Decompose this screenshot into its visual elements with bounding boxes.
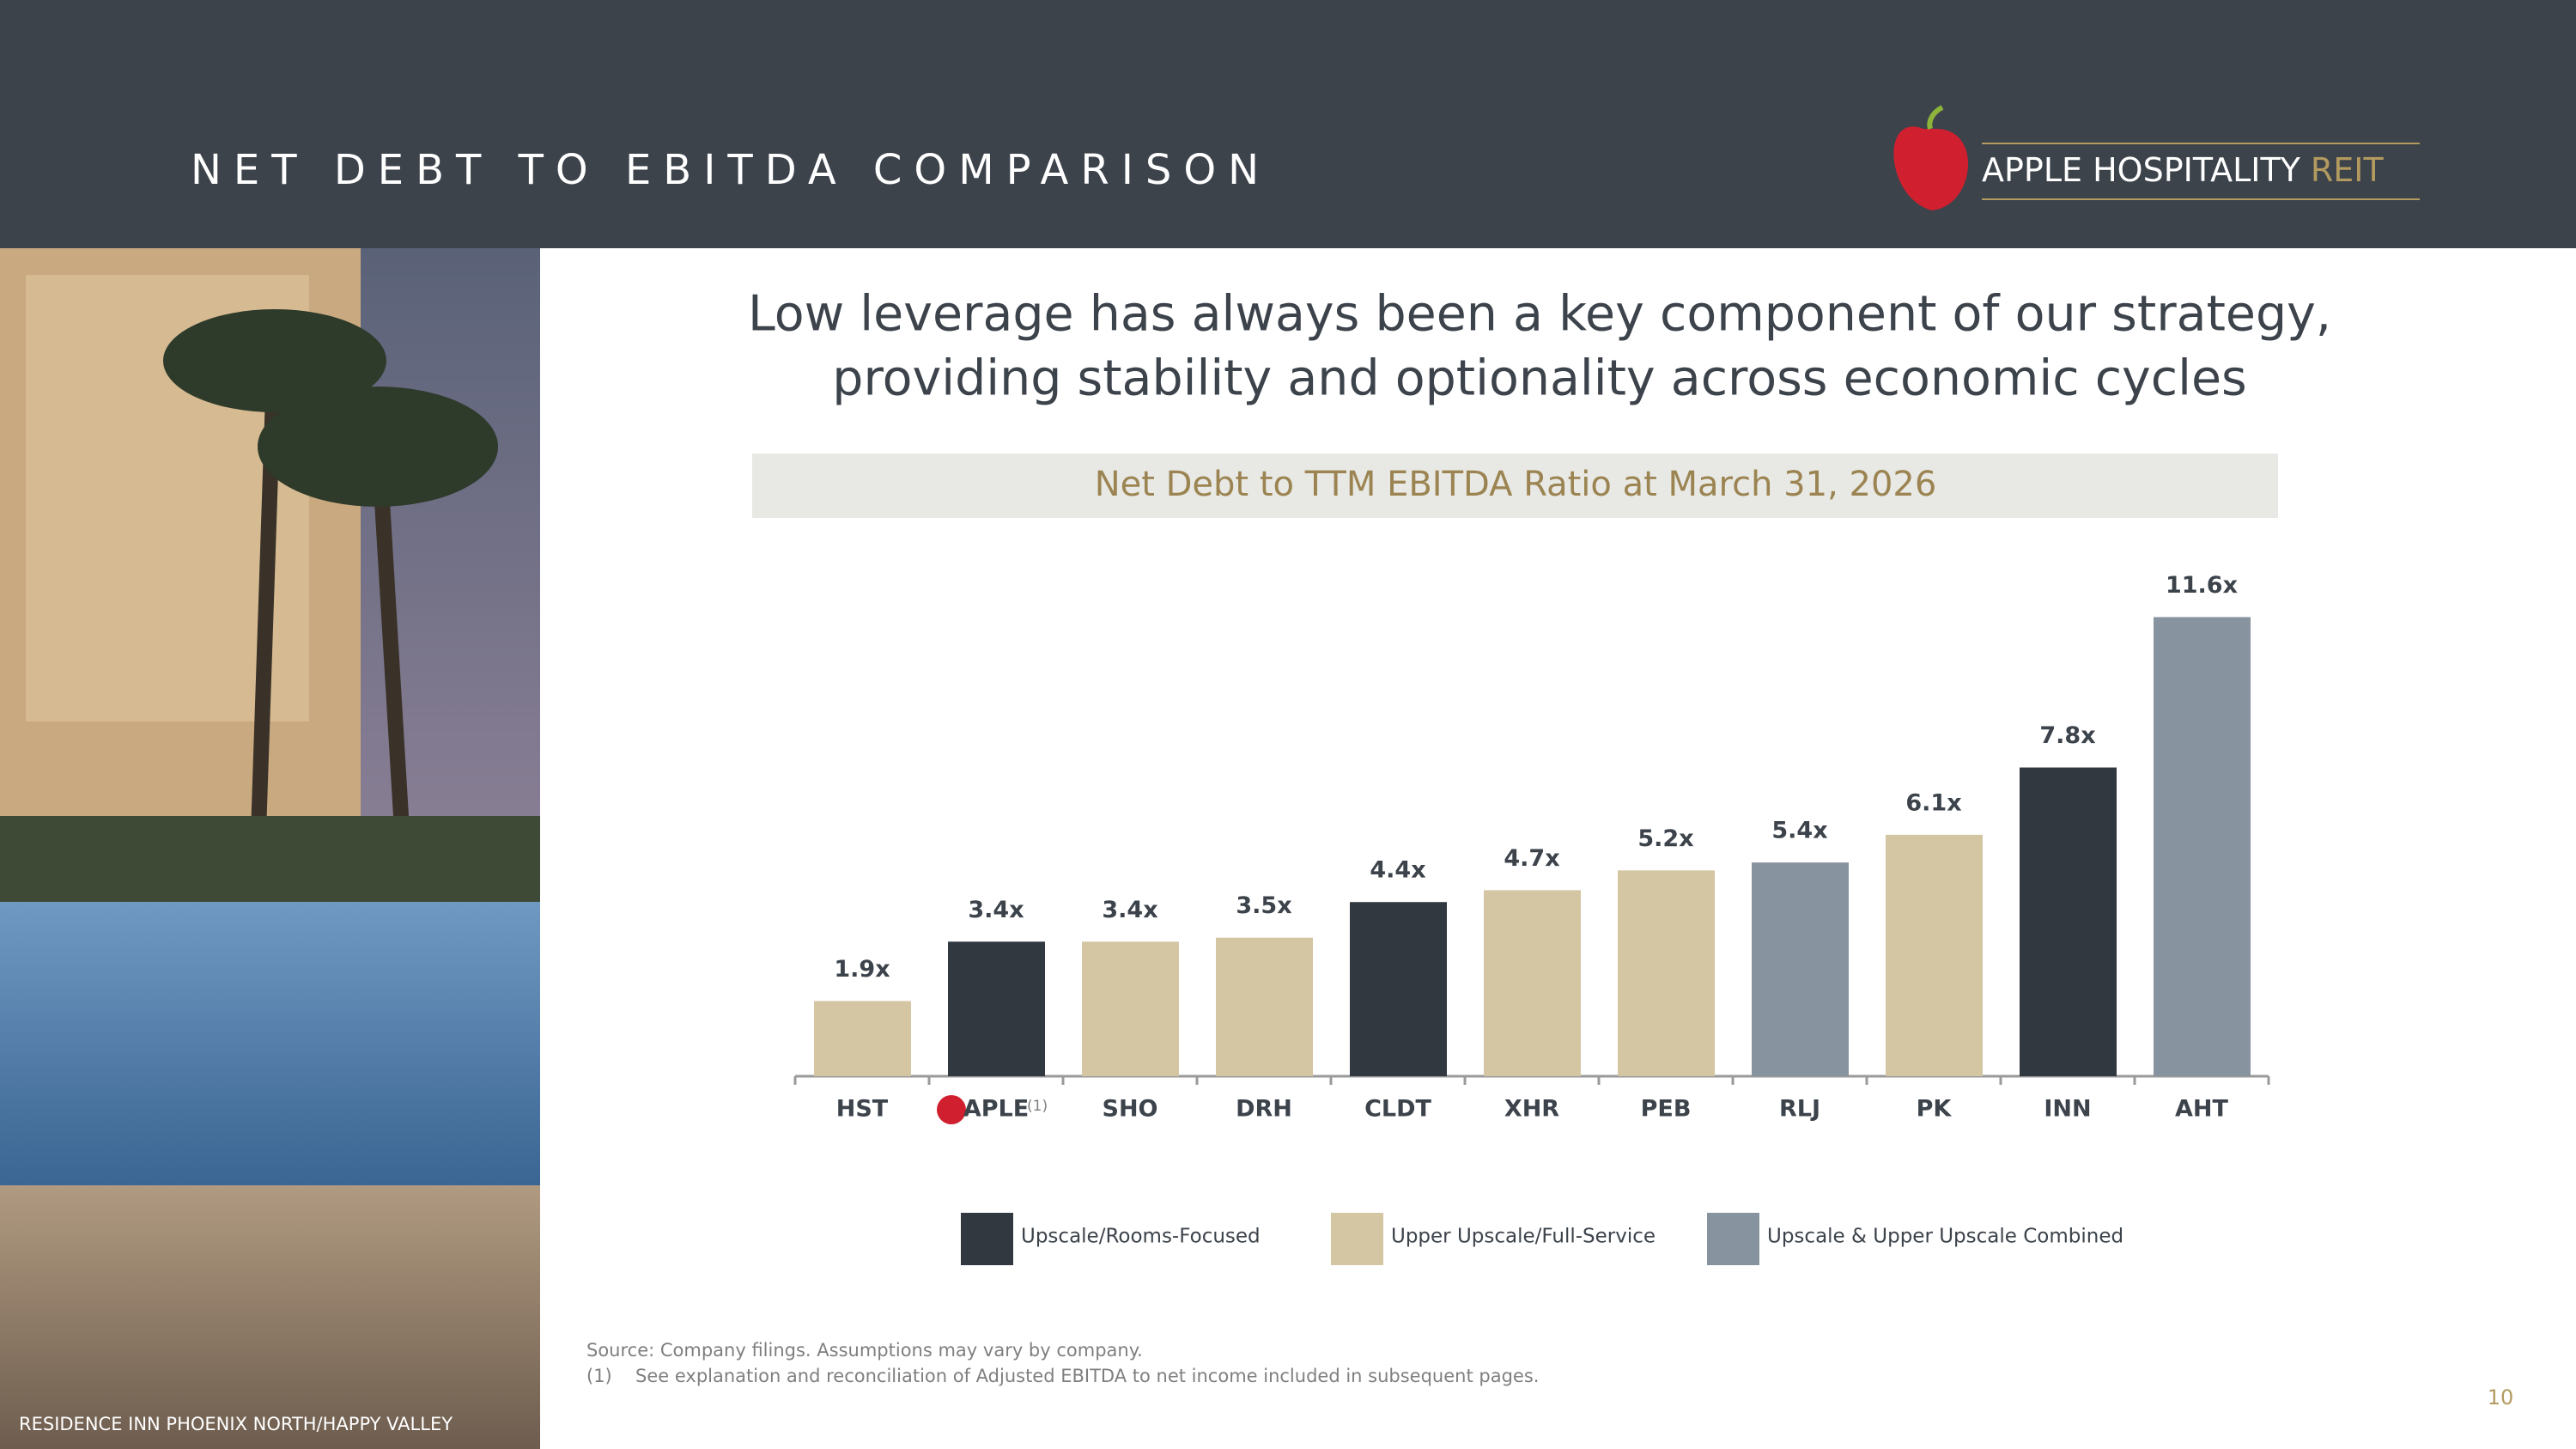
- photo-hedge: [0, 816, 540, 902]
- slide-title: NET DEBT TO EBITDA COMPARISON: [191, 146, 1271, 194]
- logo-name: APPLE HOSPITALITY: [1982, 151, 2301, 189]
- x-tick-label: PEB: [1641, 1096, 1692, 1123]
- x-tick-label: HST: [836, 1096, 889, 1123]
- x-tick-label: RLJ: [1779, 1096, 1820, 1123]
- legend-swatch: [1707, 1213, 1759, 1265]
- value-label: 7.8x: [2039, 722, 2095, 749]
- header-band: [0, 0, 2576, 248]
- value-label: 3.4x: [1102, 897, 1157, 923]
- footnote-text: See explanation and reconciliation of Ad…: [635, 1366, 1539, 1386]
- legend-label: Upscale/Rooms-Focused: [1021, 1226, 1261, 1248]
- logo-accent: REIT: [2311, 151, 2385, 189]
- value-label: 3.4x: [968, 897, 1024, 923]
- value-label: 4.4x: [1370, 857, 1425, 884]
- logo-apple: [1893, 126, 1969, 210]
- value-label: 6.1x: [1905, 789, 1961, 816]
- x-tick-label: XHR: [1504, 1096, 1559, 1123]
- value-label: 3.5x: [1236, 892, 1291, 919]
- value-label: 1.9x: [834, 956, 890, 983]
- footnote-ref: (1): [1027, 1098, 1048, 1115]
- headline: providing stability and optionality acro…: [832, 350, 2246, 407]
- bar: [1618, 870, 1715, 1076]
- legend-label: Upscale & Upper Upscale Combined: [1767, 1226, 2123, 1248]
- legend-label: Upper Upscale/Full-Service: [1391, 1226, 1656, 1248]
- bar: [948, 941, 1045, 1076]
- x-tick-label: AHT: [2175, 1096, 2228, 1123]
- chart-title: Net Debt to TTM EBITDA Ratio at March 31…: [1095, 465, 1937, 504]
- legend-swatch: [1331, 1213, 1383, 1265]
- photo-deck: [0, 1185, 540, 1449]
- bar: [1082, 941, 1179, 1076]
- x-tick-label: INN: [2044, 1096, 2091, 1123]
- photo-palm-top: [163, 309, 386, 412]
- logo: APPLE HOSPITALITY REIT: [1893, 105, 2420, 210]
- photo-palm-top: [258, 387, 498, 507]
- logo-leaf: [1927, 105, 1944, 130]
- value-label: 5.4x: [1771, 818, 1827, 844]
- bar: [1350, 902, 1447, 1076]
- photo-pool: [0, 902, 540, 1185]
- value-label: 5.2x: [1637, 825, 1693, 852]
- page-number: 10: [2488, 1385, 2514, 1409]
- x-tick-label: PK: [1917, 1096, 1953, 1123]
- source-note: Source: Company filings. Assumptions may…: [586, 1340, 1143, 1361]
- aple-icon: [937, 1095, 966, 1124]
- headline: Low leverage has always been a key compo…: [748, 286, 2331, 343]
- chart-title-box: [752, 454, 2278, 518]
- logo-text: APPLE HOSPITALITY REIT: [1982, 151, 2384, 189]
- bar: [1752, 862, 1849, 1076]
- bar: [1216, 937, 1313, 1076]
- bar: [1484, 890, 1581, 1076]
- photo: RESIDENCE INN PHOENIX NORTH/HAPPY VALLEY: [0, 248, 540, 1449]
- footnote-marker: (1): [586, 1366, 612, 1386]
- x-tick-label: SHO: [1103, 1096, 1158, 1123]
- bar: [814, 1001, 911, 1076]
- legend-swatch: [961, 1213, 1013, 1265]
- bar: [1886, 834, 1983, 1076]
- value-label: 11.6x: [2166, 572, 2238, 599]
- value-label: 4.7x: [1504, 845, 1559, 872]
- bar: [2020, 767, 2117, 1076]
- x-tick-label: CLDT: [1364, 1096, 1431, 1123]
- x-tick-label: APLE: [963, 1096, 1029, 1123]
- photo-caption: RESIDENCE INN PHOENIX NORTH/HAPPY VALLEY: [19, 1414, 453, 1434]
- bar: [2154, 617, 2251, 1076]
- x-tick-label: DRH: [1236, 1096, 1292, 1123]
